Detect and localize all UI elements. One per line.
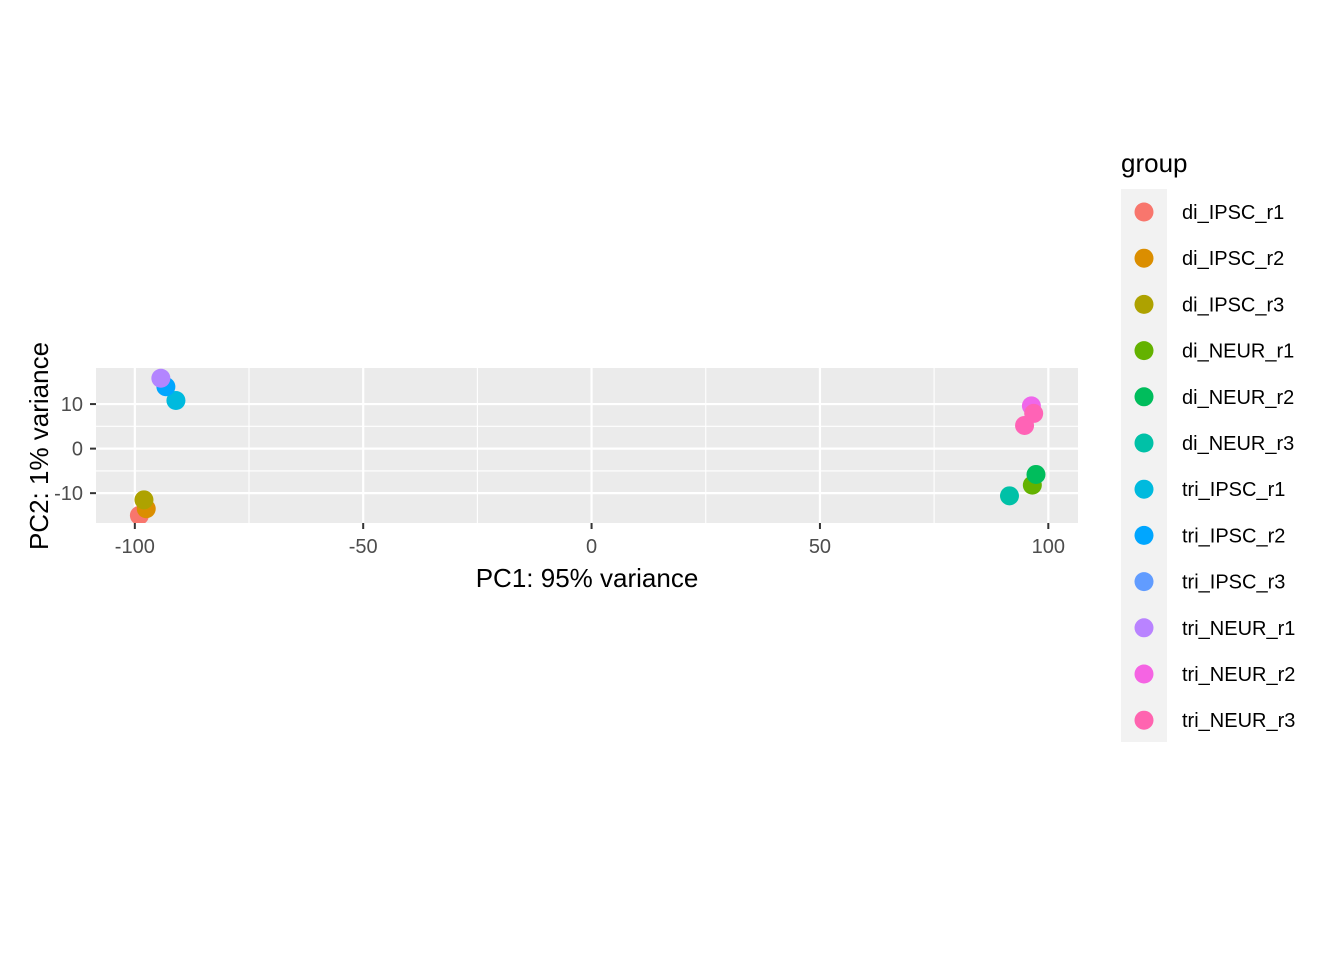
x-tick-label: 100 (1032, 536, 1065, 558)
major-gridlines (96, 368, 1078, 523)
legend-label: di_NEUR_r3 (1182, 433, 1294, 455)
legend-label: di_IPSC_r1 (1182, 202, 1284, 224)
legend-label: tri_NEUR_r2 (1182, 664, 1295, 686)
legend-items: di_IPSC_r1 di_IPSC_r2 di_IPSC_r3 di_NEUR_r1… (1134, 202, 1295, 732)
data-points (129, 368, 1046, 523)
x-tick-label: -100 (115, 536, 155, 558)
legend-key-di-neur-r3 (1134, 433, 1154, 453)
legend-label: tri_IPSC_r1 (1182, 479, 1285, 501)
legend-key-tri-neur-r3 (1134, 710, 1154, 730)
legend-label: di_IPSC_r3 (1182, 294, 1284, 316)
x-tick-label: -50 (349, 536, 378, 558)
legend-key-tri-neur-r1 (1134, 618, 1154, 638)
legend-key-background (1121, 189, 1167, 742)
data-point-tri-ipsc-r1 (166, 391, 186, 411)
legend-label: di_NEUR_r2 (1182, 387, 1294, 409)
x-tick-label: 0 (586, 536, 597, 558)
x-tick-label: 50 (809, 536, 831, 558)
legend-key-di-ipsc-r1 (1134, 202, 1154, 222)
legend-key-tri-neur-r2 (1134, 664, 1154, 684)
legend-key-di-ipsc-r3 (1134, 294, 1154, 314)
legend-label: tri_IPSC_r3 (1182, 572, 1285, 594)
legend-key-tri-ipsc-r3 (1134, 572, 1154, 592)
y-tick-label: 0 (72, 439, 83, 461)
legend-key-tri-ipsc-r2 (1134, 525, 1154, 545)
legend-label: tri_NEUR_r1 (1182, 618, 1295, 640)
legend-title: group (1121, 148, 1188, 178)
data-point-tri-neur-r3 (1024, 403, 1044, 423)
legend-label: tri_IPSC_r2 (1182, 525, 1285, 547)
data-point-tri-ipsc-r3 (151, 368, 171, 388)
data-point-di-neur-r3 (999, 486, 1019, 506)
y-axis-title: PC2: 1% variance (24, 342, 54, 550)
legend: group di_IPSC_r1 di_IPSC_r2 di_IPSC_r3 di_N… (1121, 148, 1295, 742)
data-point-di-neur-r2 (1026, 464, 1046, 484)
data-point-di-ipsc-r3 (134, 490, 154, 510)
legend-label: di_IPSC_r2 (1182, 248, 1284, 270)
x-axis-ticks: -100 -50 0 50 100 (115, 523, 1065, 558)
y-tick-label: 10 (61, 394, 83, 416)
minor-gridlines (96, 368, 1078, 523)
legend-key-di-neur-r1 (1134, 341, 1154, 361)
y-axis-ticks: -10 0 10 (54, 394, 96, 505)
x-axis-title: PC1: 95% variance (476, 563, 699, 593)
plot-panel (96, 368, 1078, 523)
legend-key-di-ipsc-r2 (1134, 248, 1154, 268)
legend-label: tri_NEUR_r3 (1182, 710, 1295, 732)
y-tick-label: -10 (54, 483, 83, 505)
legend-label: di_NEUR_r1 (1182, 341, 1294, 363)
legend-key-tri-ipsc-r1 (1134, 479, 1154, 499)
legend-key-di-neur-r2 (1134, 387, 1154, 407)
